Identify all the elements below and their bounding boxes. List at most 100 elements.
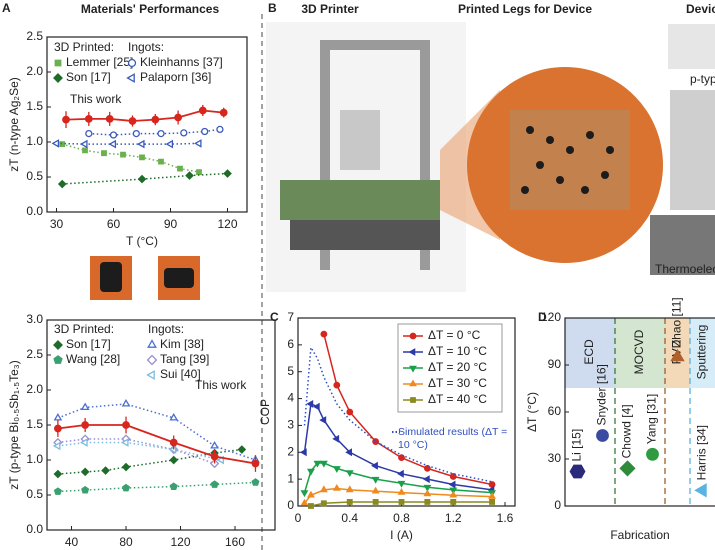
series-line (303, 487, 493, 504)
y-tick-label: 0.5 (26, 487, 43, 501)
x-tick-label: 80 (119, 535, 133, 549)
marker (85, 129, 93, 138)
marker (53, 487, 62, 495)
marker (251, 459, 260, 468)
marker (53, 469, 63, 479)
y-tick-label: 0.0 (26, 204, 43, 218)
marker (79, 139, 88, 149)
region-label: Sputtering (695, 325, 709, 380)
legend-title: Ingots: (148, 322, 184, 336)
marker (450, 498, 457, 505)
marker (122, 483, 131, 492)
y-tick-label: 0 (554, 498, 561, 512)
legend-label: Kleinhanns [37] (140, 55, 223, 69)
marker (109, 131, 118, 139)
marker (105, 115, 114, 123)
marker (127, 58, 137, 68)
marker (345, 470, 354, 477)
marker (126, 73, 135, 83)
marker (147, 339, 157, 348)
series-annotation: This work (195, 378, 247, 392)
marker (423, 489, 432, 497)
series-line (62, 143, 200, 173)
panel-letter: B (268, 1, 277, 15)
marker (108, 139, 117, 149)
series-line (56, 142, 200, 145)
legend-label: ΔT = 10 °C (428, 344, 487, 358)
y-tick-label: 5 (287, 364, 294, 378)
marker (398, 454, 405, 462)
panel-letter: A (2, 1, 11, 15)
marker (422, 475, 430, 484)
marker (169, 413, 179, 421)
marker (158, 158, 164, 165)
legend-label: ΔT = 40 °C (428, 392, 487, 406)
legend-label: Sui [40] (160, 367, 201, 381)
marker (489, 498, 496, 505)
marker (101, 466, 110, 475)
marker (646, 447, 659, 461)
marker (80, 467, 90, 477)
legend-title: 3D Printed: (54, 40, 114, 54)
marker (371, 486, 380, 494)
panel-letter: C (270, 310, 279, 324)
x-tick-label: 40 (65, 535, 79, 549)
marker (216, 125, 224, 134)
series-line (303, 462, 493, 494)
photo-label: Device (686, 2, 715, 16)
marker (306, 400, 314, 408)
legend-label: Son [17] (66, 337, 111, 351)
marker (670, 348, 685, 362)
marker (333, 381, 341, 389)
printed-legs-photo (440, 67, 663, 263)
legend-label: ΔT = 30 °C (428, 376, 487, 390)
marker (53, 73, 63, 83)
y-tick-label: 2.0 (26, 64, 43, 78)
legend-label: Kim [38] (160, 337, 204, 351)
point-label: Li [15] (570, 429, 584, 462)
marker (54, 424, 62, 433)
marker (237, 445, 247, 454)
y-tick-label: 2.5 (26, 347, 43, 361)
marker (84, 115, 93, 123)
y-tick-label: 0.5 (26, 169, 43, 183)
plot-frame (46, 36, 248, 213)
marker (120, 438, 129, 447)
marker (320, 330, 328, 338)
marker (409, 332, 417, 340)
marker (81, 421, 90, 429)
device-photos (650, 24, 715, 275)
marker (448, 480, 456, 489)
marker (139, 154, 145, 161)
marker (371, 476, 380, 484)
y-tick-label: 3 (287, 418, 294, 432)
marker (219, 108, 228, 117)
x-axis-label: T (°C) (126, 234, 158, 248)
marker (120, 151, 126, 158)
marker (51, 139, 60, 148)
marker (312, 402, 320, 411)
point-label: Yang [31] (645, 394, 659, 444)
legend-label: Tang [39] (160, 352, 209, 366)
region-band (615, 318, 665, 388)
marker (62, 115, 70, 124)
y-tick-label: 60 (548, 404, 562, 418)
marker (319, 416, 327, 424)
marker (569, 464, 586, 479)
plot-frame (297, 317, 516, 507)
marker (151, 115, 160, 124)
marker (121, 462, 131, 472)
y-tick-label: 1.5 (26, 99, 43, 113)
marker (397, 480, 406, 488)
marker (146, 354, 158, 366)
marker (410, 397, 416, 403)
marker (299, 448, 307, 457)
y-tick-label: 1.0 (26, 134, 43, 148)
x-tick-label: 120 (171, 535, 191, 549)
legend-label: Wang [28] (66, 352, 120, 366)
x-tick-label: 0 (295, 511, 302, 525)
y-axis-label: ΔT (°C) (525, 392, 539, 432)
x-tick-label: 1.6 (497, 511, 514, 525)
marker (80, 438, 88, 447)
y-tick-label: 2.0 (26, 382, 43, 396)
